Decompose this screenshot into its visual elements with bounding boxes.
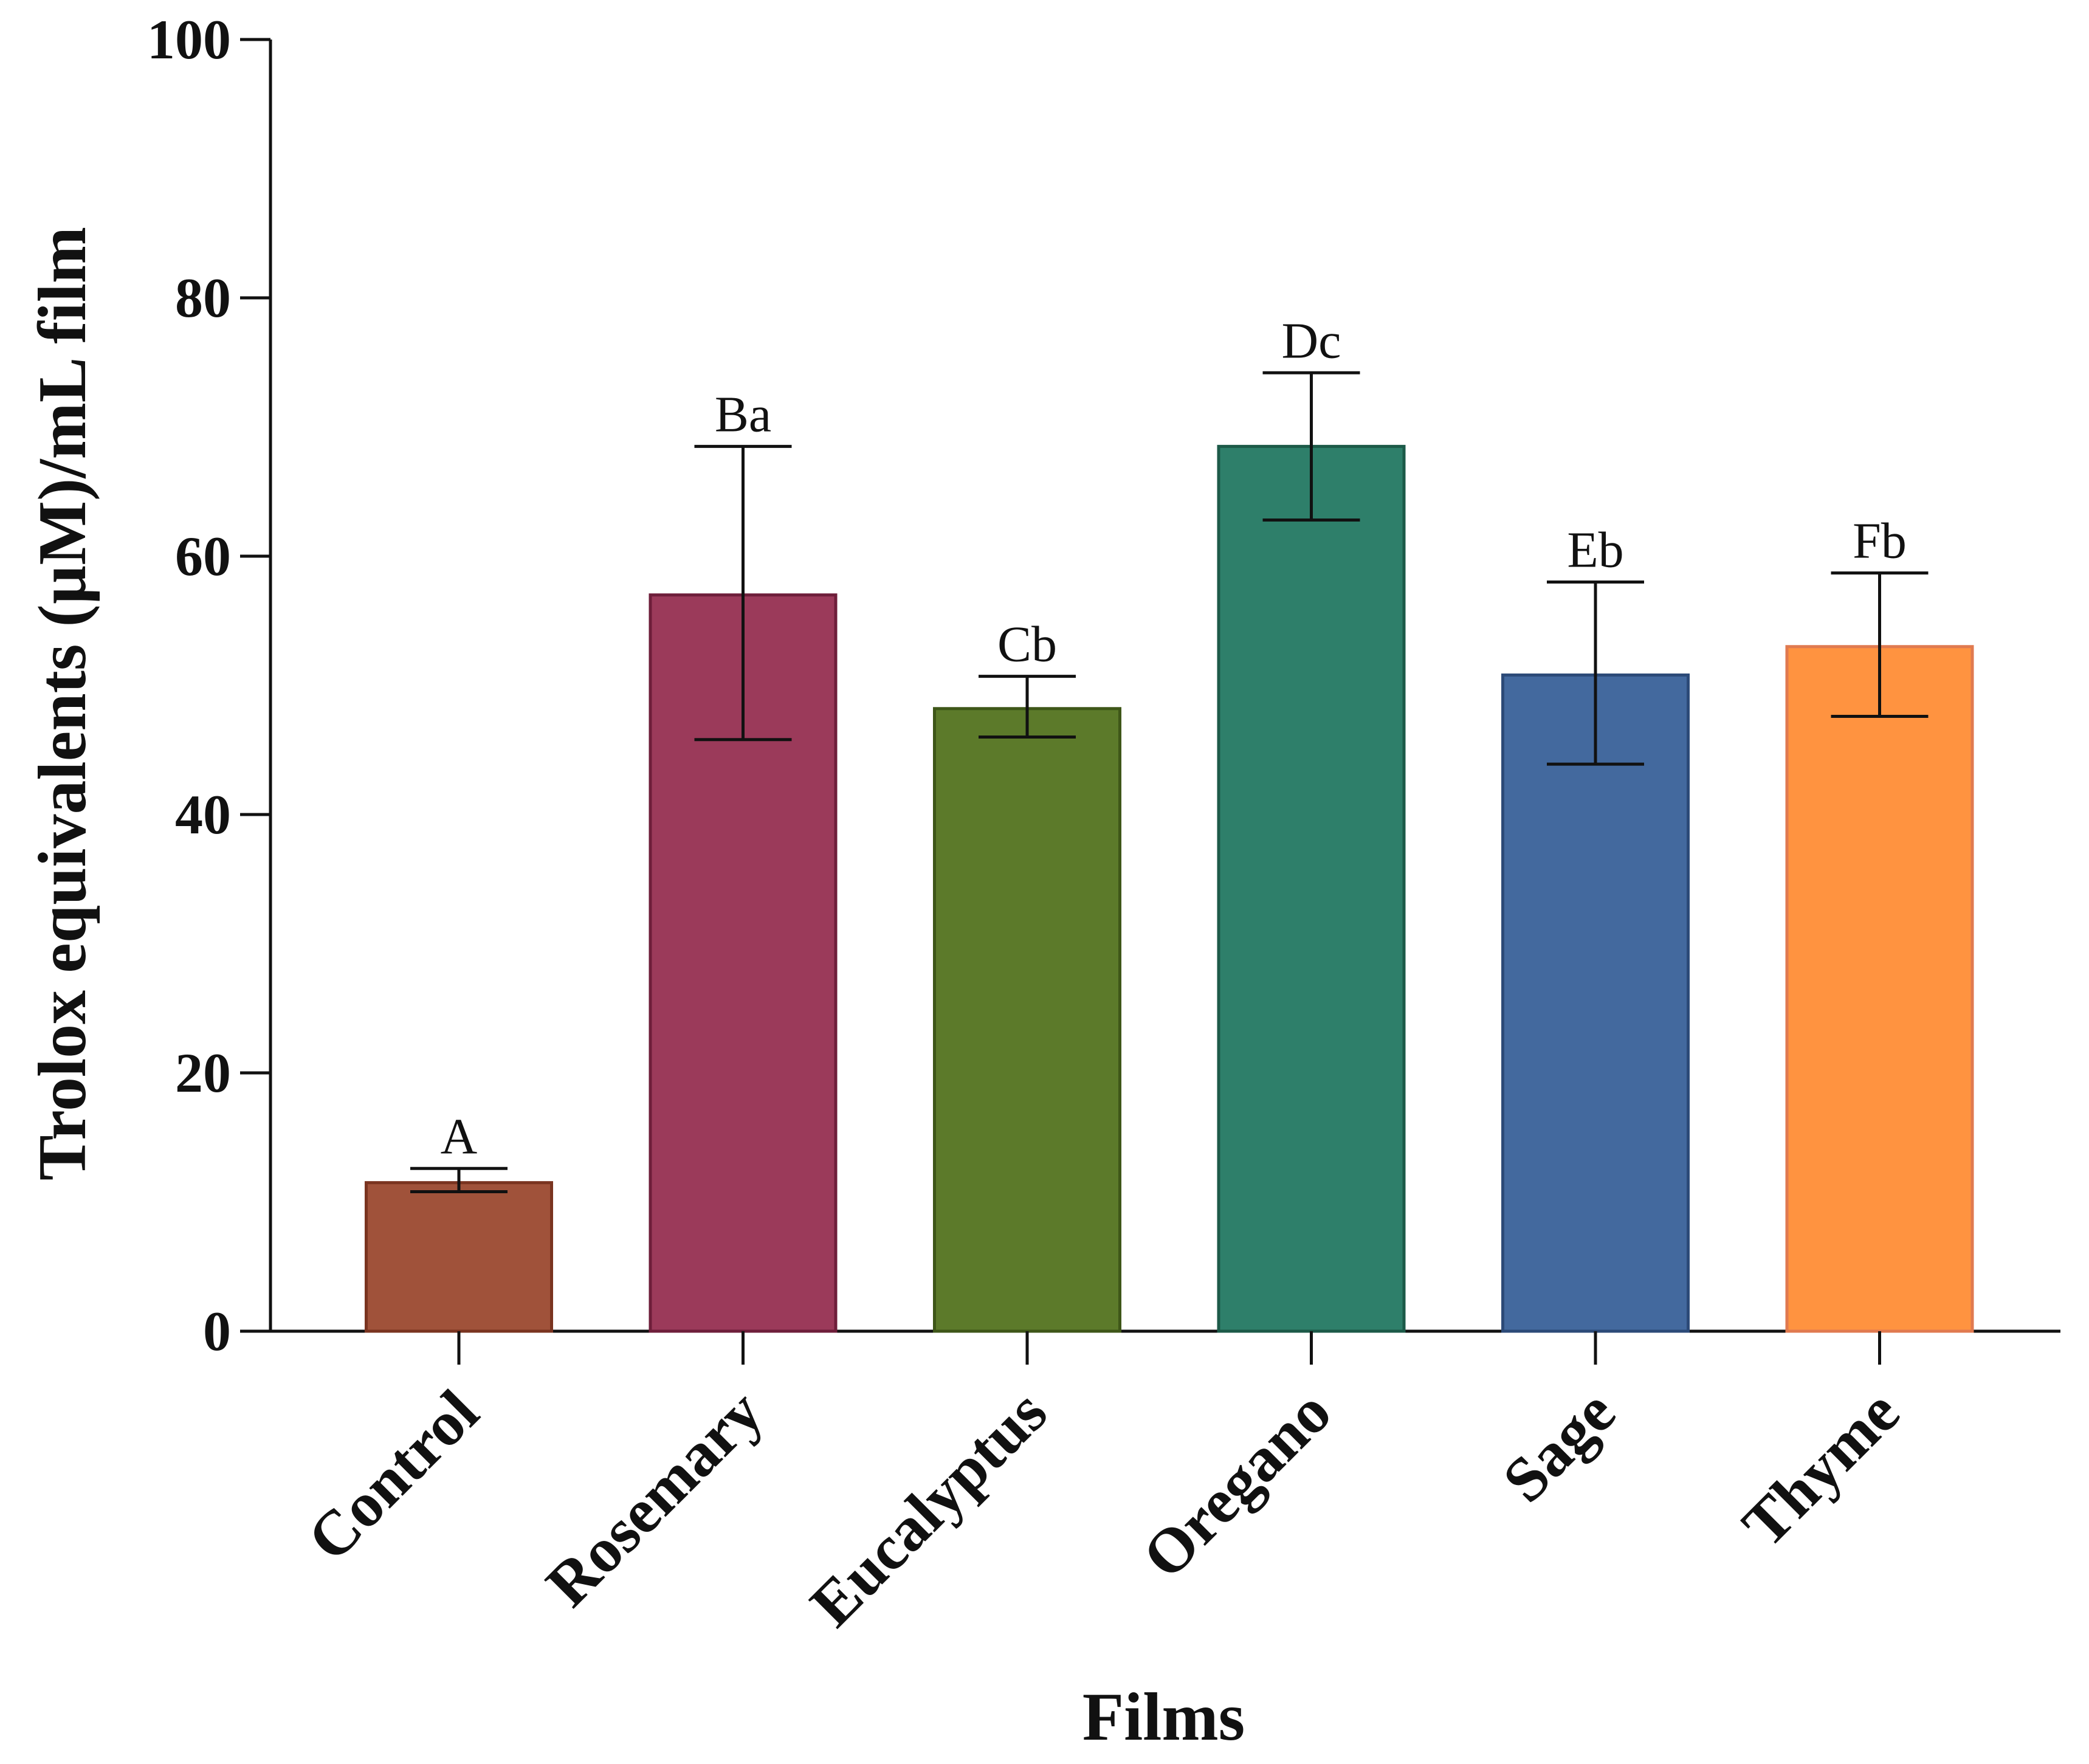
significance-label: Fb: [1853, 513, 1907, 570]
bar-sage: [1501, 674, 1690, 1333]
significance-label: Dc: [1282, 312, 1341, 369]
y-tick-label: 20: [175, 1042, 231, 1104]
bars: [365, 444, 1974, 1333]
x-axis-title: Films: [1082, 1680, 1245, 1755]
error-bars: [410, 371, 1929, 1193]
x-tick-label: Eucalyptus: [797, 1377, 1060, 1640]
bar-oregano: [1217, 444, 1406, 1333]
y-axis-title: Trolox equivalents (µM)/mL film: [25, 227, 100, 1180]
x-tick-label: Oregano: [1129, 1377, 1344, 1592]
significance-label: A: [441, 1108, 478, 1165]
x-tick-label: Thyme: [1729, 1377, 1913, 1560]
x-tick-label: Rosemary: [533, 1377, 776, 1620]
bar-eucalyptus: [933, 707, 1121, 1333]
significance-label: Eb: [1567, 522, 1623, 579]
x-tick-label: Control: [294, 1377, 492, 1574]
y-tick-label: 60: [175, 525, 231, 587]
annotations: A Ba Cb Dc Eb Fb: [441, 312, 1907, 1165]
bar-thyme: [1785, 645, 1974, 1333]
significance-label: Ba: [715, 386, 771, 443]
y-tick-label: 0: [203, 1300, 231, 1362]
y-tick-label: 40: [175, 784, 231, 846]
x-ticks: Control Rosemary Eucalyptus Oregano Sage Thym…: [294, 1331, 1913, 1640]
y-tick-label: 80: [175, 267, 231, 329]
y-ticks: 0 20 40 60 80 100: [147, 9, 270, 1362]
axes: [269, 40, 2060, 1333]
significance-label: Cb: [997, 616, 1057, 673]
x-tick-label: Sage: [1490, 1377, 1628, 1515]
bar-control: [365, 1181, 553, 1333]
y-tick-label: 100: [147, 9, 231, 71]
